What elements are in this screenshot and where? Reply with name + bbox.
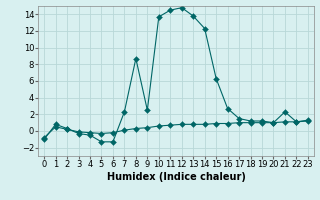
X-axis label: Humidex (Indice chaleur): Humidex (Indice chaleur) (107, 172, 245, 182)
